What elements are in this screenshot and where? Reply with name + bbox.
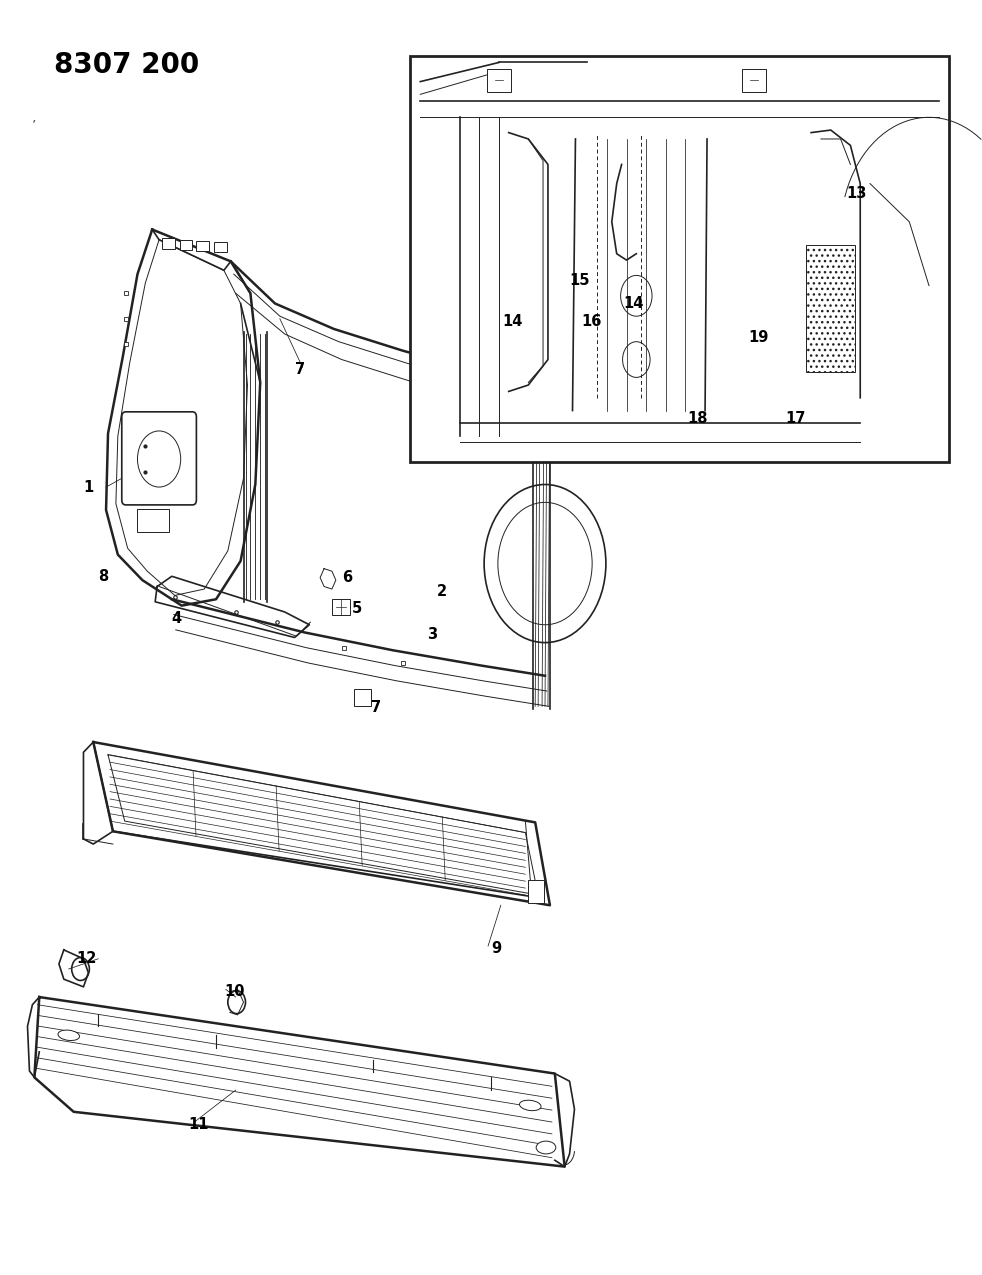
Ellipse shape: [58, 1030, 80, 1040]
Text: 4: 4: [172, 611, 182, 626]
Text: 7: 7: [295, 362, 304, 377]
Text: 19: 19: [748, 330, 769, 346]
Bar: [137, 509, 169, 532]
Text: 12: 12: [77, 951, 97, 966]
Bar: [806, 245, 855, 372]
Bar: [354, 688, 371, 706]
Bar: [180, 240, 192, 250]
Text: 14: 14: [624, 296, 644, 311]
Bar: [162, 238, 175, 249]
Text: 3: 3: [427, 627, 437, 643]
Bar: [332, 599, 350, 615]
Text: 1: 1: [83, 479, 93, 495]
FancyBboxPatch shape: [122, 412, 196, 505]
Bar: [528, 880, 544, 903]
Text: 9: 9: [491, 941, 501, 956]
Bar: [742, 69, 766, 92]
Text: 7: 7: [371, 700, 381, 715]
Bar: [214, 242, 227, 252]
Text: 13: 13: [846, 186, 867, 201]
Bar: [487, 69, 511, 92]
Text: 15: 15: [570, 273, 590, 288]
Text: 10: 10: [224, 984, 245, 1000]
Text: 5: 5: [352, 601, 361, 616]
Ellipse shape: [519, 1100, 541, 1111]
Text: ’: ’: [31, 119, 35, 133]
Text: 8307 200: 8307 200: [54, 51, 199, 79]
Text: 16: 16: [581, 314, 602, 329]
Ellipse shape: [536, 1141, 556, 1154]
Text: 11: 11: [189, 1117, 209, 1132]
Text: 17: 17: [786, 411, 806, 426]
Text: 14: 14: [503, 314, 523, 329]
Text: 18: 18: [687, 411, 708, 426]
Bar: [410, 56, 949, 462]
Text: 2: 2: [437, 584, 447, 599]
Text: 8: 8: [98, 569, 108, 584]
Bar: [196, 241, 209, 251]
Text: 6: 6: [342, 570, 352, 585]
